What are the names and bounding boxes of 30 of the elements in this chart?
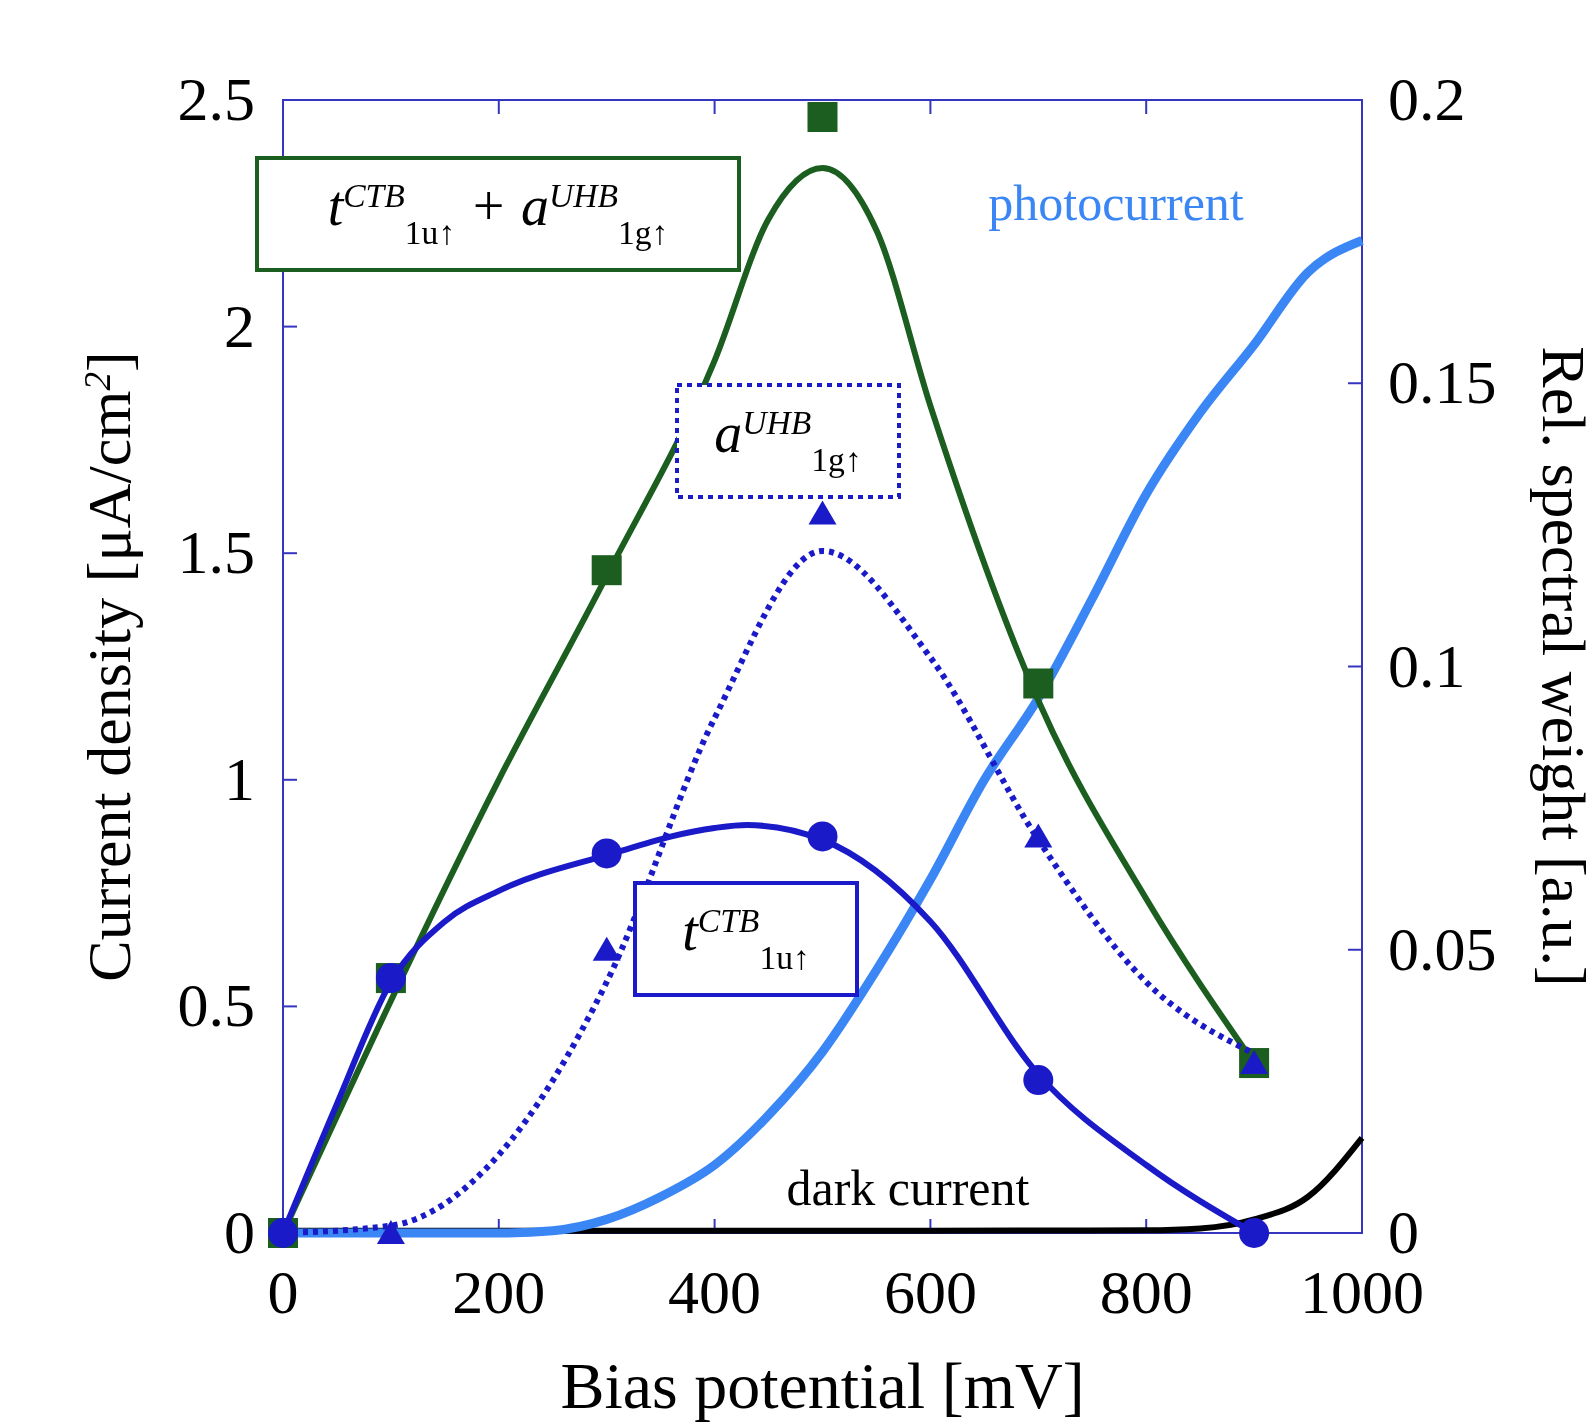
point — [376, 1220, 405, 1244]
y2-tick-label: 0.1 — [1388, 631, 1466, 700]
x-axis-title: Bias potential [mV] — [560, 1349, 1085, 1422]
y2-tick-label: 0.05 — [1388, 914, 1497, 983]
series-label: dark current — [786, 1160, 1030, 1216]
point — [808, 500, 837, 525]
point — [591, 838, 622, 869]
x-tick-label: 200 — [452, 1258, 546, 1326]
point — [591, 555, 622, 586]
point — [1024, 823, 1053, 848]
point — [1239, 1218, 1270, 1248]
x-tick-label: 800 — [1099, 1258, 1193, 1326]
y-tick-label: 1.5 — [177, 518, 255, 587]
point — [807, 821, 838, 852]
y-tick-label: 1 — [224, 744, 255, 813]
point — [1023, 668, 1054, 699]
series-label: photocurrent — [988, 175, 1244, 231]
x-tick-label: 400 — [668, 1258, 762, 1326]
y2-tick-label: 0.2 — [1388, 65, 1466, 133]
point — [592, 936, 621, 961]
x-tick-label: 600 — [883, 1258, 977, 1326]
point — [1023, 1065, 1054, 1096]
y-tick-label: 0.5 — [177, 971, 255, 1040]
y-tick-label: 0 — [224, 1198, 255, 1266]
y2-tick-label: 0.15 — [1388, 348, 1497, 417]
point — [807, 102, 838, 132]
x-tick-label: 0 — [267, 1258, 299, 1326]
y-tick-label: 2.5 — [177, 65, 255, 133]
y-tick-label: 2 — [224, 291, 255, 360]
y2-axis-title: Rel. spectral weight [a.u.] — [1530, 346, 1591, 987]
